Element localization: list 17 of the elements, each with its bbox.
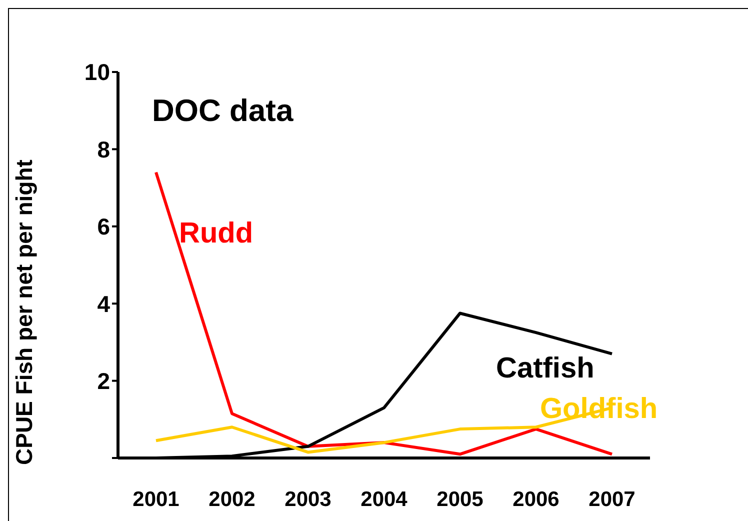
series-label: Goldfish [540, 392, 658, 425]
x-tick-label: 2006 [512, 488, 560, 511]
text: DOC data [152, 93, 294, 129]
x-tick-label: 2007 [588, 488, 636, 511]
y-tick-label: 10 [84, 59, 110, 86]
y-tick-label: 8 [97, 136, 110, 162]
x-tick-label: 2005 [436, 488, 484, 511]
x-tick-label: 2001 [132, 488, 180, 511]
y-tick-label: 6 [97, 214, 110, 240]
y-axis-title: CPUE Fish per net per night [11, 159, 38, 465]
x-tick-label: 2003 [284, 488, 332, 511]
y-tick-label: 4 [97, 290, 110, 317]
x-tick-label: 2002 [208, 488, 256, 511]
series-label: Catfish [496, 352, 594, 385]
x-tick-label: 2004 [360, 488, 408, 511]
series-label: Rudd [179, 218, 254, 250]
y-tick-label: 2 [97, 368, 110, 394]
